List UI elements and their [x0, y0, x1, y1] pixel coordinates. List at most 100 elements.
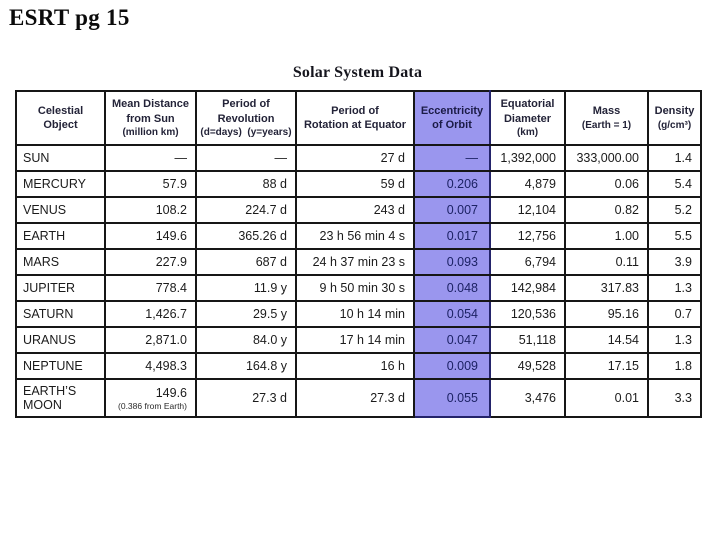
cell-object: EARTH’S MOON	[15, 378, 106, 418]
cell-diameter: 4,879	[489, 170, 566, 198]
table-title: Solar System Data	[292, 64, 423, 81]
cell-object: SUN	[15, 144, 106, 172]
solar-system-table-area: Solar System Data Celestial Object Mean …	[15, 64, 702, 418]
cell-eccentricity: 0.048	[413, 274, 491, 302]
cell-distance: —	[104, 144, 197, 172]
cell-revolution: 84.0 y	[195, 326, 297, 354]
table-row-uranus: URANUS 2,871.0 84.0 y 17 h 14 min 0.047 …	[15, 326, 702, 354]
cell-mass: 0.82	[564, 196, 649, 224]
table-row-saturn: SATURN 1,426.7 29.5 y 10 h 14 min 0.054 …	[15, 300, 702, 328]
col-header-mean-distance: Mean Distance from Sun (million km)	[104, 90, 197, 146]
cell-mass: 95.16	[564, 300, 649, 328]
cell-revolution: 224.7 d	[195, 196, 297, 224]
cell-rotation: 24 h 37 min 23 s	[295, 248, 415, 276]
header-row: Celestial Object Mean Distance from Sun …	[15, 90, 702, 146]
cell-rotation: 23 h 56 min 4 s	[295, 222, 415, 250]
cell-distance: 149.6 (0.386 from Earth)	[104, 378, 197, 418]
distance-value: 149.6	[155, 385, 187, 400]
cell-object: MERCURY	[15, 170, 106, 198]
cell-object: NEPTUNE	[15, 352, 106, 380]
cell-diameter: 120,536	[489, 300, 566, 328]
cell-rotation: 59 d	[295, 170, 415, 198]
col-header-equatorial-diameter: Equatorial Diameter (km)	[489, 90, 566, 146]
cell-object: URANUS	[15, 326, 106, 354]
distance-note: (0.386 from Earth)	[118, 400, 187, 411]
cell-diameter: 49,528	[489, 352, 566, 380]
solar-system-data-table: Celestial Object Mean Distance from Sun …	[15, 90, 702, 418]
cell-mass: 0.06	[564, 170, 649, 198]
cell-eccentricity: 0.007	[413, 196, 491, 224]
cell-mass: 333,000.00	[564, 144, 649, 172]
cell-density: 0.7	[647, 300, 702, 328]
cell-distance: 778.4	[104, 274, 197, 302]
col-header-eccentricity: Eccentricity of Orbit	[413, 90, 491, 146]
cell-object: SATURN	[15, 300, 106, 328]
cell-mass: 0.11	[564, 248, 649, 276]
cell-eccentricity: —	[413, 144, 491, 172]
col-header-density: Density (g/cm³)	[647, 90, 702, 146]
table-row-venus: VENUS 108.2 224.7 d 243 d 0.007 12,104 0…	[15, 196, 702, 224]
cell-rotation: 27 d	[295, 144, 415, 172]
cell-distance: 108.2	[104, 196, 197, 224]
table-row-earth: EARTH 149.6 365.26 d 23 h 56 min 4 s 0.0…	[15, 222, 702, 250]
cell-distance: 149.6	[104, 222, 197, 250]
cell-diameter: 12,104	[489, 196, 566, 224]
col-header-period-revolution: Period of Revolution (d=days) (y=years)	[195, 90, 297, 146]
cell-diameter: 3,476	[489, 378, 566, 418]
cell-diameter: 6,794	[489, 248, 566, 276]
cell-density: 5.2	[647, 196, 702, 224]
page-title: ESRT pg 15	[9, 5, 130, 30]
cell-diameter: 142,984	[489, 274, 566, 302]
cell-density: 1.3	[647, 326, 702, 354]
cell-revolution: 687 d	[195, 248, 297, 276]
cell-eccentricity: 0.055	[413, 378, 491, 418]
cell-rotation: 16 h	[295, 352, 415, 380]
cell-rotation: 17 h 14 min	[295, 326, 415, 354]
cell-eccentricity: 0.017	[413, 222, 491, 250]
cell-object: VENUS	[15, 196, 106, 224]
table-row-mercury: MERCURY 57.9 88 d 59 d 0.206 4,879 0.06 …	[15, 170, 702, 198]
cell-eccentricity: 0.206	[413, 170, 491, 198]
table-row-neptune: NEPTUNE 4,498.3 164.8 y 16 h 0.009 49,52…	[15, 352, 702, 380]
col-header-celestial-object: Celestial Object	[15, 90, 106, 146]
table-row-jupiter: JUPITER 778.4 11.9 y 9 h 50 min 30 s 0.0…	[15, 274, 702, 302]
col-header-period-rotation: Period of Rotation at Equator	[295, 90, 415, 146]
cell-density: 3.9	[647, 248, 702, 276]
cell-mass: 1.00	[564, 222, 649, 250]
cell-distance: 4,498.3	[104, 352, 197, 380]
cell-revolution: 27.3 d	[195, 378, 297, 418]
cell-revolution: 164.8 y	[195, 352, 297, 380]
cell-density: 5.4	[647, 170, 702, 198]
cell-diameter: 1,392,000	[489, 144, 566, 172]
table-row-earths-moon: EARTH’S MOON 149.6 (0.386 from Earth) 27…	[15, 378, 702, 418]
cell-distance: 1,426.7	[104, 300, 197, 328]
cell-object: EARTH	[15, 222, 106, 250]
cell-mass: 317.83	[564, 274, 649, 302]
cell-object: JUPITER	[15, 274, 106, 302]
cell-eccentricity: 0.093	[413, 248, 491, 276]
cell-object: MARS	[15, 248, 106, 276]
cell-eccentricity: 0.047	[413, 326, 491, 354]
cell-density: 1.4	[647, 144, 702, 172]
cell-density: 5.5	[647, 222, 702, 250]
table-row-mars: MARS 227.9 687 d 24 h 37 min 23 s 0.093 …	[15, 248, 702, 276]
cell-revolution: 29.5 y	[195, 300, 297, 328]
cell-distance: 227.9	[104, 248, 197, 276]
cell-rotation: 243 d	[295, 196, 415, 224]
cell-rotation: 27.3 d	[295, 378, 415, 418]
cell-revolution: 365.26 d	[195, 222, 297, 250]
cell-rotation: 9 h 50 min 30 s	[295, 274, 415, 302]
cell-mass: 14.54	[564, 326, 649, 354]
cell-rotation: 10 h 14 min	[295, 300, 415, 328]
cell-distance: 2,871.0	[104, 326, 197, 354]
col-header-mass: Mass (Earth = 1)	[564, 90, 649, 146]
cell-eccentricity: 0.054	[413, 300, 491, 328]
cell-diameter: 51,118	[489, 326, 566, 354]
cell-density: 1.8	[647, 352, 702, 380]
cell-revolution: 11.9 y	[195, 274, 297, 302]
cell-distance: 57.9	[104, 170, 197, 198]
cell-mass: 0.01	[564, 378, 649, 418]
table-row-sun: SUN — — 27 d — 1,392,000 333,000.00 1.4	[15, 144, 702, 172]
cell-eccentricity: 0.009	[413, 352, 491, 380]
